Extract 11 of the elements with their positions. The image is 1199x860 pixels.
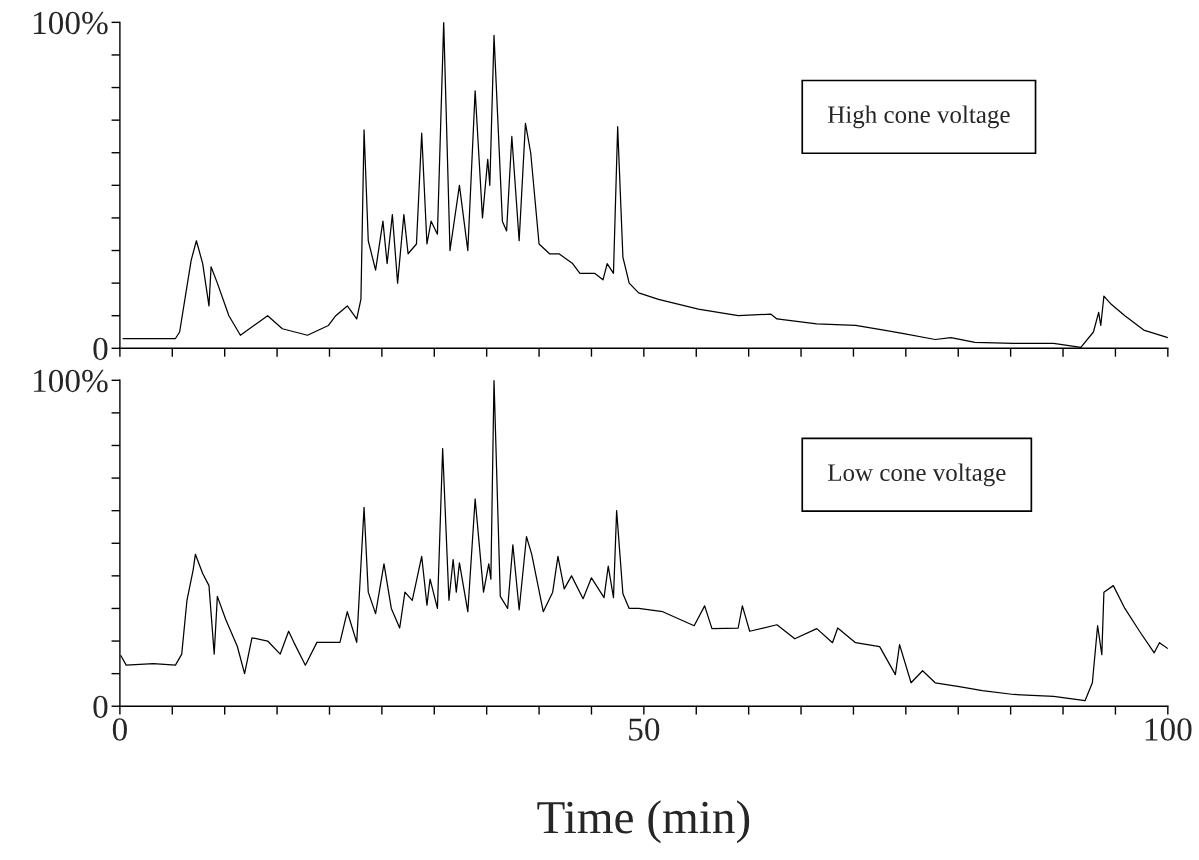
x-axis-title: Time (min) (537, 800, 750, 844)
x-tick-label: 100 (1145, 718, 1192, 741)
line-series (120, 380, 1168, 702)
y-tick-label: 100% (33, 369, 108, 393)
y-tick-label: 0 (93, 695, 108, 719)
y-tick-label: 100% (33, 11, 108, 35)
annotation: Low cone voltage (827, 463, 1006, 487)
annotation: High cone voltage (827, 105, 1010, 129)
x-tick-label: 50 (629, 718, 660, 741)
x-tick-label: 0 (112, 718, 127, 741)
y-tick-label: 0 (93, 337, 108, 361)
